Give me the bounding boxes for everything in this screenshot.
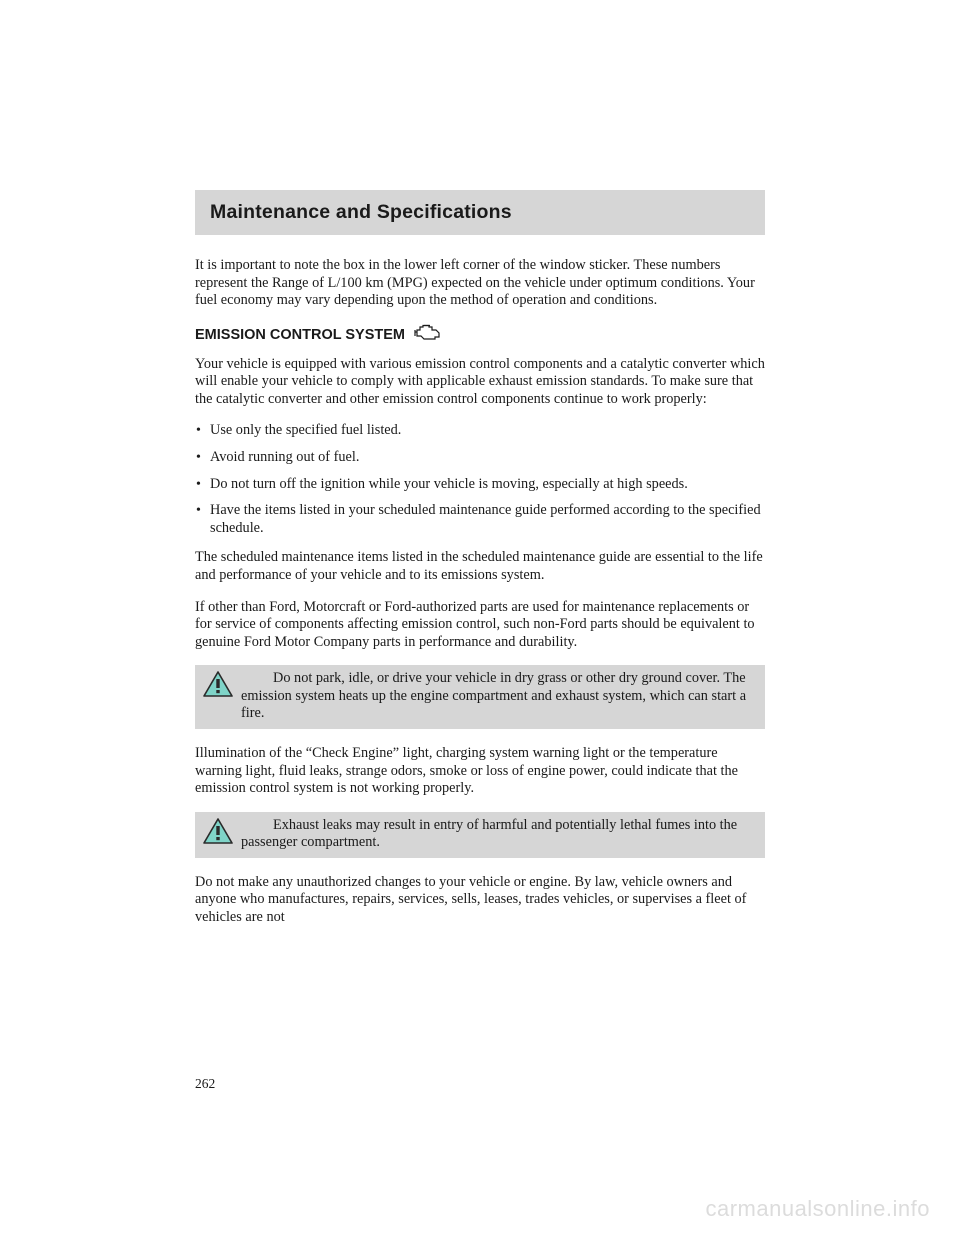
emission-intro: Your vehicle is equipped with various em… (195, 356, 765, 409)
parts-paragraph: If other than Ford, Motorcraft or Ford-a… (195, 599, 765, 652)
list-item: Have the items listed in your scheduled … (195, 502, 765, 537)
emission-heading: EMISSION CONTROL SYSTEM (195, 327, 405, 343)
engine-icon (413, 324, 443, 346)
section-header-title: Maintenance and Specifications (210, 201, 750, 224)
emission-heading-row: EMISSION CONTROL SYSTEM (195, 324, 765, 346)
warning-text: Exhaust leaks may result in entry of har… (241, 817, 755, 852)
unauthorized-changes-paragraph: Do not make any unauthorized changes to … (195, 874, 765, 927)
intro-paragraph: It is important to note the box in the l… (195, 257, 765, 310)
list-item: Do not turn off the ignition while your … (195, 476, 765, 494)
warning-box-exhaust: Exhaust leaks may result in entry of har… (195, 812, 765, 858)
warning-text: Do not park, idle, or drive your vehicle… (241, 670, 755, 723)
manual-page: Maintenance and Specifications It is imp… (0, 0, 960, 1242)
list-item: Avoid running out of fuel. (195, 449, 765, 467)
watermark: carmanualsonline.info (705, 1196, 930, 1222)
maintenance-paragraph: The scheduled maintenance items listed i… (195, 549, 765, 584)
emission-bullet-list: Use only the specified fuel listed. Avoi… (195, 422, 765, 537)
warning-triangle-icon (203, 671, 233, 703)
check-engine-paragraph: Illumination of the “Check Engine” light… (195, 745, 765, 798)
warning-box-fire: Do not park, idle, or drive your vehicle… (195, 665, 765, 729)
section-header-bar: Maintenance and Specifications (195, 190, 765, 235)
warning-triangle-icon (203, 818, 233, 850)
page-number: 262 (195, 1076, 215, 1092)
list-item: Use only the specified fuel listed. (195, 422, 765, 440)
